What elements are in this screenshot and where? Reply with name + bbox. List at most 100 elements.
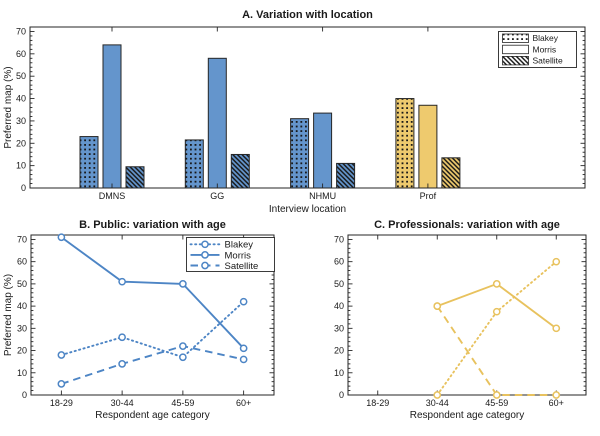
y-tick-label: 70 [16,26,26,36]
legend-swatch-morris [502,44,529,55]
marker-b-satellite-18-29 [57,380,66,388]
bar-prof-satellite [441,157,461,189]
y-tick-label: 40 [334,301,344,311]
legend-label-morris: Morris [225,250,252,261]
bar-dmns-satellite [125,166,145,189]
bar-gg-morris [207,57,227,189]
x-tick-label: 30-44 [426,398,449,408]
panel-c: 0 10 20 30 40 50 60 70 18-29 30-44 45-59 60+ C. Prof… [334,219,587,421]
legend-label-morris: Morris [533,44,557,54]
x-tick-label: 45-59 [485,398,508,408]
x-tick-label: DMNS [99,191,126,201]
marker-c-satellite-60- [552,391,561,399]
x-axis-label: Respondent age category [95,410,210,421]
legend-swatch-blakey [502,33,529,43]
marker-b-blakey-18-29 [57,351,66,359]
marker-c-morris-45-59 [492,280,501,288]
marker-b-satellite-60- [239,355,248,364]
y-tick-label: 50 [17,279,27,289]
y-tick-label: 20 [17,346,27,356]
y-tick-label: 30 [16,116,26,126]
line-b-blakey [60,300,245,359]
line-c-satellite [436,305,557,396]
x-tick-label: 30-44 [111,398,134,408]
y-tick-label: 0 [22,390,27,400]
title-a: A. Variation with location [242,9,373,21]
y-tick-label: 10 [17,368,27,378]
panel-b: 0 10 20 30 40 50 60 70 18-29 30-44 45-59 60+ B. Publ… [3,219,275,421]
y-tick-label: 70 [17,234,27,244]
y-tick-label: 0 [21,183,26,193]
x-tick-label: 18-29 [50,398,73,408]
marker-c-blakey-60- [552,257,561,266]
bar-gg-blakey [184,139,204,189]
legend-swatch-satellite [502,56,529,66]
y-tick-label: 40 [17,301,27,311]
y-tick-label: 50 [334,279,344,289]
marker-b-morris-45-59 [179,280,187,288]
bar-dmns-blakey [79,136,99,189]
x-tick-label: Prof [420,191,437,201]
marker-b-morris-18-29 [57,233,66,242]
x-tick-label: 45-59 [171,398,194,408]
legend-label-blakey: Blakey [533,33,559,43]
bar-dmns-morris [102,44,122,189]
marker-b-morris-30-44 [118,277,126,286]
marker-c-satellite-45-59 [492,391,501,399]
legend-marker-morris [201,251,209,259]
marker-b-satellite-30-44 [118,360,126,368]
marker-c-morris-60- [552,324,561,333]
marker-c-satellite-30-44 [433,302,442,310]
legend-label-satellite: Satellite [225,261,259,272]
bar-nhmu-satellite [336,162,356,189]
legend-marker-blakey [201,240,209,249]
panel-a: 0 10 20 30 40 50 60 70 DMNS GG NHMU Prof A. Variatio… [3,9,586,215]
x-axis-label: Interview location [269,204,346,215]
y-tick-label: 10 [16,161,26,171]
y-tick-label: 20 [16,138,26,148]
title-b: B. Public: variation with age [79,219,226,231]
y-axis-label: Preferred map (%) [3,274,14,356]
y-tick-label: 40 [16,94,26,104]
y-tick-label: 60 [16,49,26,59]
line-c-morris [436,282,557,330]
y-tick-label: 60 [17,257,27,267]
axes-box-c [347,234,587,396]
line-b-morris [60,236,245,349]
marker-c-blakey-45-59 [492,307,501,316]
x-axis-label: Respondent age category [410,410,525,421]
title-c: C. Professionals: variation with age [374,219,560,231]
y-tick-label: 0 [339,390,344,400]
y-tick-label: 10 [334,368,344,378]
y-axis-label: Preferred map (%) [3,66,14,148]
marker-b-blakey-30-44 [118,333,126,342]
marker-b-blakey-60- [239,297,248,306]
x-tick-label: 60+ [236,398,251,408]
y-tick-label: 70 [334,234,344,244]
bar-prof-morris [418,104,438,189]
marker-b-morris-60- [239,344,248,353]
marker-b-blakey-45-59 [179,353,187,362]
bar-nhmu-blakey [290,118,310,189]
bar-gg-satellite [230,153,250,189]
legend-label-satellite: Satellite [533,56,564,66]
x-tick-label: 60+ [549,398,564,408]
legend-marker-satellite [201,261,209,270]
y-tick-label: 20 [334,346,344,356]
bar-nhmu-morris [313,112,333,189]
y-tick-label: 60 [334,257,344,267]
y-tick-label: 50 [16,71,26,81]
x-tick-label: GG [210,191,224,201]
bar-prof-blakey [395,98,415,189]
marker-b-satellite-45-59 [179,342,187,350]
marker-c-blakey-30-44 [433,391,442,399]
y-tick-label: 30 [17,323,27,333]
y-tick-label: 30 [334,323,344,333]
x-tick-label: 18-29 [366,398,389,408]
x-tick-label: NHMU [309,191,336,201]
legend-label-blakey: Blakey [225,240,254,251]
